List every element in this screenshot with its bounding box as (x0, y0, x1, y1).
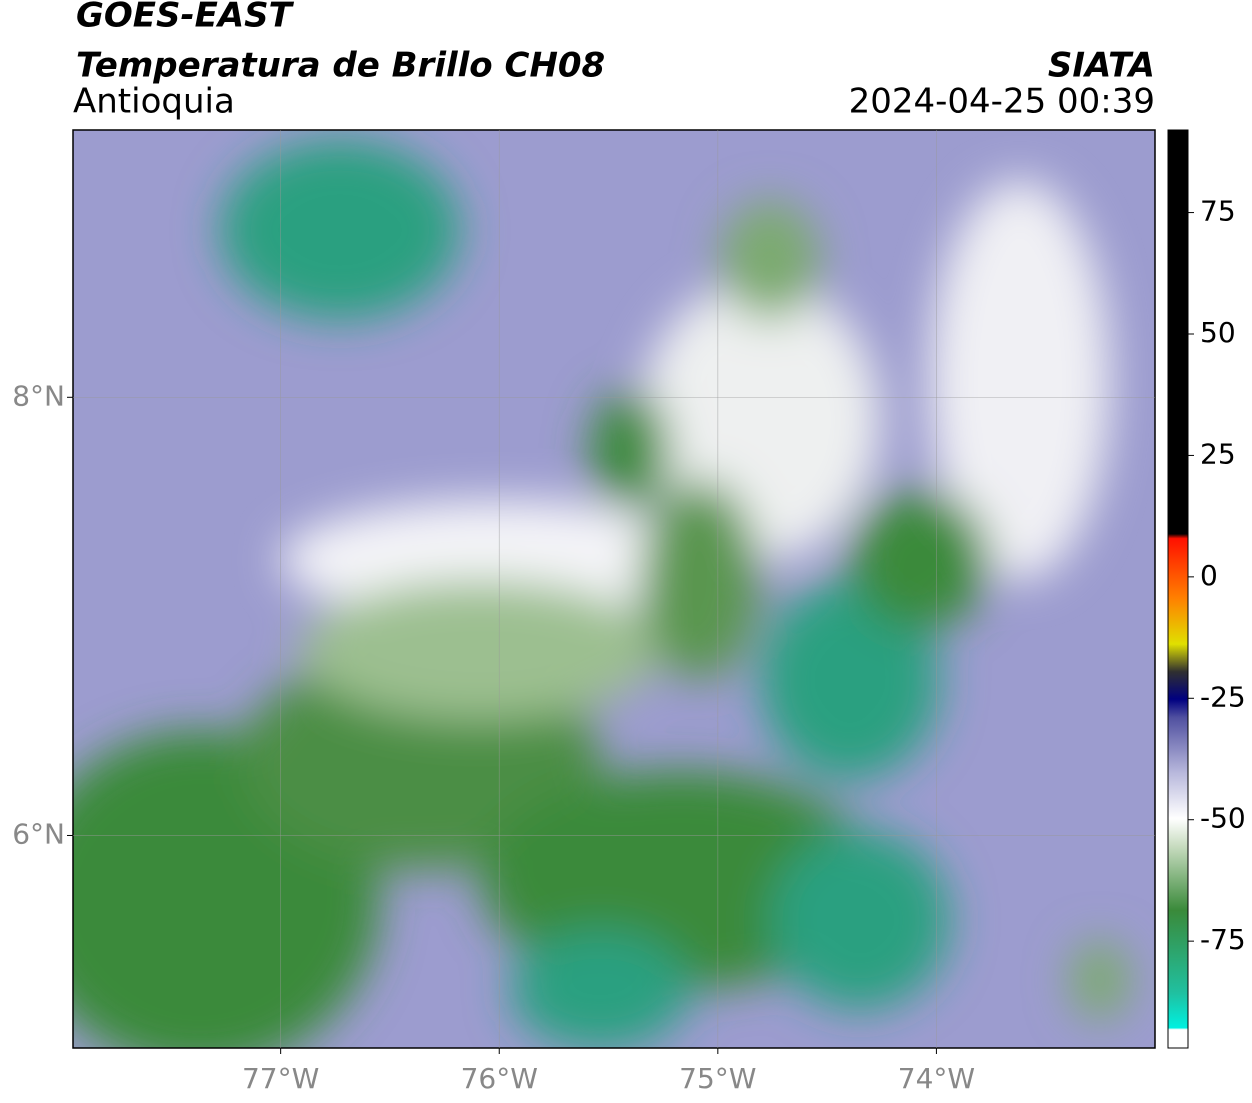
colorbar-tick-label: 0 (1200, 559, 1218, 592)
x-tick-label: 75°W (679, 1062, 756, 1095)
x-tick-label: 77°W (242, 1062, 319, 1095)
subtitle: Temperatura de Brillo CH08 (76, 46, 605, 86)
colorbar-tick-label: -50 (1200, 802, 1246, 835)
colorbar-tick-label: -25 (1200, 680, 1246, 713)
colorbar-tick-label: 75 (1200, 195, 1236, 228)
x-tick-label: 74°W (898, 1062, 975, 1095)
title: GOES-EAST (76, 0, 295, 36)
colorbar-tick-label: -75 (1200, 923, 1246, 956)
colorbar-tick-label: 50 (1200, 316, 1236, 349)
map-frame (72, 129, 1156, 1049)
y-tick-label: 8°N (12, 379, 65, 412)
x-tick-label: 76°W (461, 1062, 538, 1095)
datetime: 2024-04-25 00:39 (849, 82, 1155, 122)
y-tick-label: 6°N (12, 817, 65, 850)
source: SIATA (1048, 46, 1155, 86)
map-image (73, 130, 1155, 1048)
colorbar (1167, 129, 1189, 1049)
colorbar-tick-label: 25 (1200, 437, 1236, 470)
region: Antioquia (73, 82, 235, 122)
